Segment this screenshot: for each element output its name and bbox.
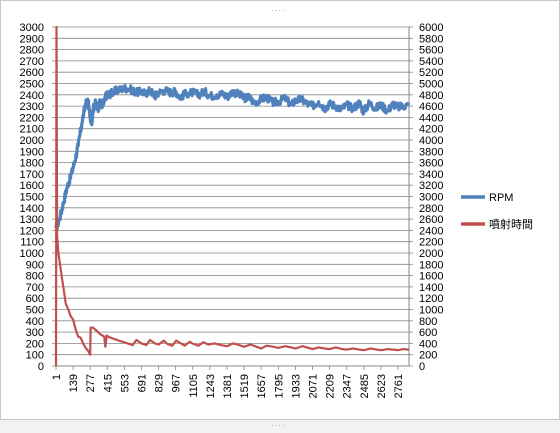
y-left-tick-label: 1000 <box>20 248 44 260</box>
y-left-tick-label: 1200 <box>20 225 44 237</box>
y-left-tick-label: 2800 <box>20 45 44 57</box>
y-left-tick-label: 300 <box>26 327 44 339</box>
y-left-tick-label: 500 <box>26 305 44 317</box>
y-left-tick-label: 1300 <box>20 214 44 226</box>
y-left-tick-label: 200 <box>26 338 44 350</box>
y-right-tick-label: 6000 <box>419 22 443 34</box>
resize-handle-bottom[interactable]: ···· <box>271 421 286 430</box>
y-right-tick-label: 2200 <box>419 237 443 249</box>
x-tick-label: 2485 <box>359 374 371 398</box>
y-left-tick-label: 1900 <box>20 146 44 158</box>
x-tick-label: 2347 <box>342 374 354 398</box>
y-left-tick-label: 1700 <box>20 169 44 181</box>
resize-handle-top[interactable]: ···· <box>271 6 286 15</box>
y-right-tick-label: 5000 <box>419 79 443 91</box>
series-line-rpm <box>54 83 411 231</box>
legend: RPM 噴射時間 <box>461 192 533 231</box>
x-tick-label: 1381 <box>222 374 234 398</box>
legend-label: 噴射時間 <box>489 217 533 231</box>
y-right-tick-label: 4200 <box>419 124 443 136</box>
y-left-tick-label: 2900 <box>20 33 44 45</box>
y-right-tick-label: 5600 <box>419 45 443 57</box>
y-left-tick-label: 2200 <box>20 112 44 124</box>
y-right-tick-label: 1600 <box>419 271 443 283</box>
y-right-tick-label: 2800 <box>419 203 443 215</box>
x-tick-label: 415 <box>102 374 114 392</box>
series-layer <box>54 25 411 367</box>
x-tick-label: 829 <box>154 374 166 392</box>
y-left-tick-label: 2300 <box>20 101 44 113</box>
y-right-tick-label: 2000 <box>419 248 443 260</box>
y-left-tick-label: 800 <box>26 271 44 283</box>
y-right-tick-label: 0 <box>419 361 425 373</box>
x-tick-label: 553 <box>119 374 131 392</box>
y-right-tick-label: 2600 <box>419 214 443 226</box>
y-right-tick-label: 400 <box>419 338 437 350</box>
y-right-tick-label: 800 <box>419 316 437 328</box>
x-tick-label: 1933 <box>290 374 302 398</box>
y-right-tick-label: 3200 <box>419 180 443 192</box>
x-tick-label: 277 <box>85 374 97 392</box>
y-left-tick-label: 2700 <box>20 56 44 68</box>
x-tick-label: 1519 <box>239 374 251 398</box>
y-left-tick-label: 600 <box>26 293 44 305</box>
y-left-tick-label: 0 <box>38 361 44 373</box>
x-tick-label: 1105 <box>188 374 200 398</box>
y-right-tick-label: 1400 <box>419 282 443 294</box>
y-right-tick-label: 3000 <box>419 192 443 204</box>
y-left-tick-label: 2500 <box>20 79 44 91</box>
y-right-tick-label: 4800 <box>419 90 443 102</box>
y-right-tick-label: 200 <box>419 350 437 362</box>
x-tick-label: 1657 <box>256 374 268 398</box>
x-tick-label: 2209 <box>325 374 337 398</box>
y-right-tick-label: 3400 <box>419 169 443 181</box>
y-left-tick-label: 1600 <box>20 180 44 192</box>
y-left-tick-label: 400 <box>26 316 44 328</box>
y-right-tick-label: 5400 <box>419 56 443 68</box>
y-right-tick-label: 5200 <box>419 67 443 79</box>
y-left-tick-label: 900 <box>26 259 44 271</box>
axes-layer: 0100200300400500600700800900100011001200… <box>20 22 444 398</box>
y-right-tick-label: 2400 <box>419 225 443 237</box>
y-right-tick-label: 600 <box>419 327 437 339</box>
y-right-tick-label: 4400 <box>419 112 443 124</box>
x-tick-label: 1243 <box>205 374 217 398</box>
y-right-tick-label: 3600 <box>419 158 443 170</box>
x-tick-label: 2761 <box>393 374 405 398</box>
y-right-tick-label: 5800 <box>419 33 443 45</box>
y-left-tick-label: 700 <box>26 282 44 294</box>
y-left-tick-label: 2400 <box>20 90 44 102</box>
legend-label: RPM <box>489 192 513 204</box>
y-right-tick-label: 3800 <box>419 146 443 158</box>
y-left-tick-label: 2600 <box>20 67 44 79</box>
y-left-tick-label: 2000 <box>20 135 44 147</box>
series-line-injection-time <box>54 25 410 367</box>
x-tick-label: 1795 <box>273 374 285 398</box>
x-tick-label: 691 <box>136 374 148 392</box>
x-tick-label: 139 <box>68 374 80 392</box>
y-left-tick-label: 2100 <box>20 124 44 136</box>
y-left-tick-label: 3000 <box>20 22 44 34</box>
y-left-tick-label: 1100 <box>20 237 44 249</box>
y-left-tick-label: 100 <box>26 350 44 362</box>
y-right-tick-label: 1200 <box>419 293 443 305</box>
chart-svg: 0100200300400500600700800900100011001200… <box>20 22 533 398</box>
y-left-tick-label: 1800 <box>20 158 44 170</box>
y-right-tick-label: 1800 <box>419 259 443 271</box>
x-tick-label: 1 <box>51 374 63 380</box>
grid-layer <box>56 26 409 367</box>
x-tick-label: 2071 <box>307 374 319 398</box>
y-left-tick-label: 1400 <box>20 203 44 215</box>
y-right-tick-label: 4600 <box>419 101 443 113</box>
x-tick-label: 967 <box>171 374 183 392</box>
y-left-tick-label: 1500 <box>20 192 44 204</box>
y-right-tick-label: 1000 <box>419 305 443 317</box>
y-right-tick-label: 4000 <box>419 135 443 147</box>
x-tick-label: 2623 <box>376 374 388 398</box>
